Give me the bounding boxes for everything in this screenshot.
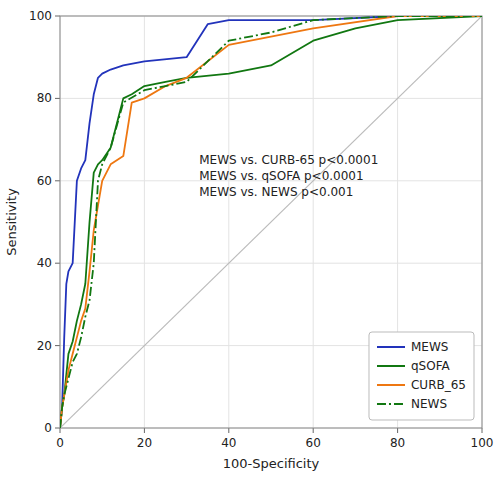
tick-label-y: 0 — [44, 421, 52, 435]
x-axis-label: 100-Specificity — [223, 456, 320, 471]
tick-label-y: 100 — [29, 9, 52, 23]
tick-x — [144, 428, 145, 433]
legend-label: qSOFA — [411, 359, 450, 373]
legend-swatch — [377, 403, 405, 405]
legend-item: CURB_65 — [377, 378, 466, 392]
legend-label: CURB_65 — [411, 378, 466, 392]
tick-y — [55, 345, 60, 346]
annotation: MEWS vs. CURB-65 p<0.0001 MEWS vs. qSOFA … — [199, 153, 378, 199]
series-line — [60, 16, 482, 428]
tick-y — [55, 16, 60, 17]
tick-label-x: 100 — [471, 436, 494, 450]
plot-background — [60, 16, 482, 428]
grid-line-x — [313, 16, 314, 428]
legend-item: NEWS — [377, 397, 447, 411]
chart-container: 0 20 40 60 80 100 0 20 40 60 80 100 100-Specificity S… — [0, 0, 500, 480]
plot-frame — [60, 16, 482, 428]
tick-x — [60, 428, 61, 433]
legend-item: MEWS — [377, 340, 448, 354]
tick-label-y: 80 — [37, 91, 52, 105]
legend-swatch — [377, 365, 405, 367]
tick-label-x: 20 — [137, 436, 152, 450]
grid — [60, 16, 482, 428]
tick-x — [482, 428, 483, 433]
grid-line-x — [228, 16, 229, 428]
tick-label-x: 0 — [56, 436, 64, 450]
chart-svg: 0 20 40 60 80 100 0 20 40 60 80 100 100-Specificity S… — [0, 0, 500, 480]
tick-x — [313, 428, 314, 433]
legend-label: NEWS — [411, 397, 447, 411]
series-line — [60, 16, 482, 428]
legend-swatch — [377, 346, 405, 348]
legend-item: qSOFA — [377, 359, 450, 373]
tick-label-y: 60 — [37, 174, 52, 188]
tick-x — [228, 428, 229, 433]
tick-label-x: 60 — [306, 436, 321, 450]
annotation-line: MEWS vs. qSOFA p<0.0001 — [199, 169, 363, 183]
series-line — [60, 16, 482, 428]
series-line — [60, 16, 482, 428]
legend-box — [369, 332, 474, 420]
tick-y — [55, 263, 60, 264]
grid-line-x — [144, 16, 145, 428]
reference-diagonal — [60, 16, 482, 428]
tick-y — [55, 98, 60, 99]
grid-line-y — [60, 263, 482, 264]
legend: MEWS qSOFA CURB_65 NEWS — [369, 332, 474, 420]
y-axis-label: Sensitivity — [4, 188, 19, 256]
tick-x — [397, 428, 398, 433]
annotation-line: MEWS vs. NEWS p<0.001 — [199, 185, 353, 199]
annotation-line: MEWS vs. CURB-65 p<0.0001 — [199, 153, 378, 167]
tick-label-x: 40 — [221, 436, 236, 450]
plot-data — [60, 16, 482, 428]
legend-swatch — [377, 384, 405, 386]
tick-y — [55, 180, 60, 181]
tick-label-y: 20 — [37, 339, 52, 353]
tick-label-x: 80 — [390, 436, 405, 450]
page: {"chart_data": { "type": "line", "xlabel… — [0, 0, 500, 480]
legend-label: MEWS — [411, 340, 448, 354]
tick-label-y: 40 — [37, 256, 52, 270]
axes: 0 20 40 60 80 100 0 20 40 60 80 100 — [29, 9, 493, 450]
tick-y — [55, 428, 60, 429]
